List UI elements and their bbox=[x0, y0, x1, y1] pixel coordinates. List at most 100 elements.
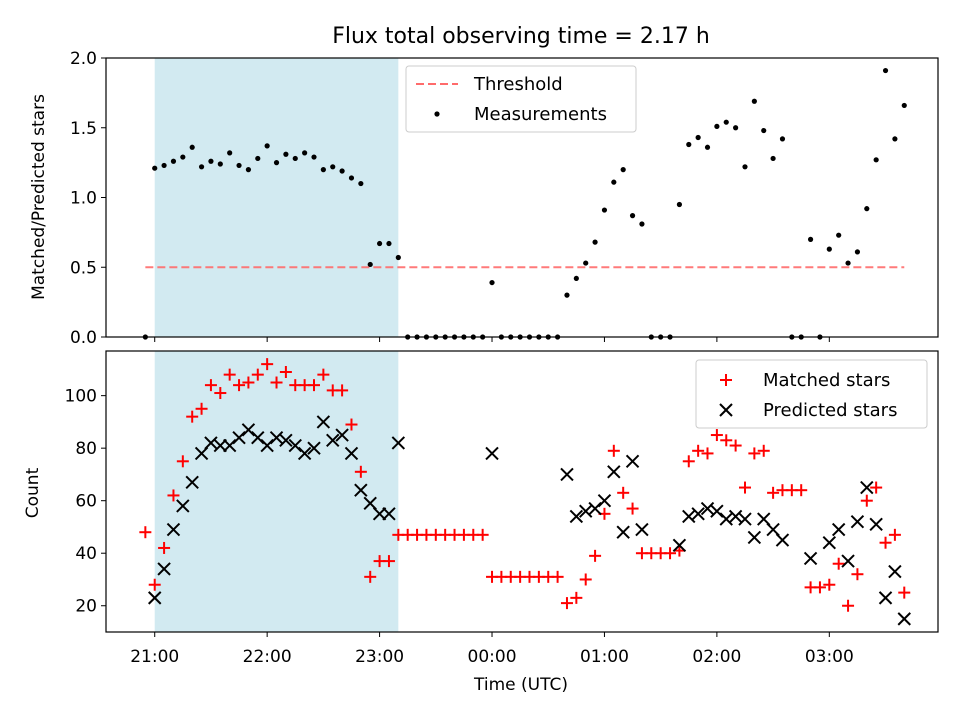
x-stroke bbox=[822, 536, 837, 550]
measurement-point bbox=[864, 206, 870, 212]
top-series-measurements bbox=[142, 67, 907, 340]
x-stroke bbox=[222, 438, 237, 453]
predicted-stars-point bbox=[232, 430, 246, 445]
x-stroke bbox=[288, 438, 302, 453]
predicted-stars-point bbox=[166, 522, 181, 537]
x-stroke bbox=[860, 480, 874, 495]
measurement-point bbox=[283, 151, 289, 157]
x-stroke bbox=[391, 436, 406, 450]
legend-matched-label: Matched stars bbox=[763, 370, 890, 391]
x-tick-label: 22:00 bbox=[243, 647, 292, 667]
matched-stars-point bbox=[729, 439, 742, 452]
x-stroke bbox=[297, 446, 312, 461]
x-stroke bbox=[897, 612, 911, 626]
measurement-point bbox=[386, 240, 392, 247]
matched-stars-point bbox=[589, 549, 602, 562]
x-stroke bbox=[335, 428, 349, 442]
measurement-point bbox=[826, 246, 832, 252]
x-stroke bbox=[775, 533, 790, 547]
measurement-point bbox=[208, 158, 214, 164]
measurement-point bbox=[180, 154, 186, 160]
predicted-stars-point bbox=[222, 438, 237, 453]
x-stroke bbox=[307, 441, 321, 455]
measurement-point bbox=[845, 260, 851, 266]
predicted-stars-point bbox=[354, 483, 368, 497]
measurement-point bbox=[376, 240, 383, 247]
matched-stars-point bbox=[860, 494, 873, 507]
bottom-series-matched-stars bbox=[139, 358, 911, 612]
x-stroke bbox=[260, 438, 274, 453]
bottom-series-predicted-stars bbox=[148, 415, 911, 626]
top-shaded-span bbox=[154, 58, 399, 337]
x-stroke bbox=[635, 522, 649, 537]
x-stroke bbox=[757, 512, 771, 526]
measurement-point bbox=[601, 207, 608, 213]
bottom-y-tick-label: 60 bbox=[75, 492, 97, 512]
matched-stars-point bbox=[626, 502, 639, 515]
x-stroke bbox=[869, 517, 883, 532]
matched-stars-point bbox=[757, 444, 770, 457]
matched-stars-point bbox=[870, 481, 883, 494]
predicted-stars-point bbox=[148, 591, 162, 605]
bottom-y-tick-label: 100 bbox=[65, 387, 97, 407]
x-stroke bbox=[831, 522, 846, 537]
top-panel: 0.0 0.5 1.0 1.5 2.0 bbox=[70, 49, 939, 348]
predicted-stars-point bbox=[485, 446, 499, 461]
measurement-point bbox=[320, 167, 326, 173]
measurement-point bbox=[611, 179, 617, 185]
predicted-stars-point bbox=[888, 564, 902, 579]
measurement-point bbox=[198, 164, 205, 170]
x-stroke bbox=[682, 509, 696, 524]
matched-stars-point bbox=[345, 418, 358, 431]
measurement-point bbox=[695, 134, 701, 141]
measurement-point bbox=[489, 279, 495, 286]
matched-stars-point bbox=[879, 536, 892, 549]
measurement-point bbox=[311, 154, 317, 160]
predicted-stars-point bbox=[251, 430, 265, 445]
predicted-stars-point bbox=[157, 562, 171, 576]
matched-stars-point bbox=[551, 570, 564, 583]
predicted-stars-point bbox=[691, 507, 705, 521]
measurement-point bbox=[161, 162, 167, 169]
matched-stars-point bbox=[214, 387, 227, 400]
matched-stars-point bbox=[692, 444, 705, 457]
matched-stars-point bbox=[682, 455, 695, 468]
legend-matched-swatch bbox=[720, 374, 732, 386]
x-stroke bbox=[485, 446, 499, 461]
predicted-stars-point bbox=[176, 499, 190, 513]
predicted-stars-point bbox=[241, 423, 256, 437]
matched-stars-point bbox=[270, 376, 283, 389]
top-y-axis-label: Matched/Predicted stars bbox=[29, 94, 49, 300]
measurement-point bbox=[227, 150, 233, 156]
predicted-stars-point bbox=[260, 438, 274, 453]
predicted-stars-point bbox=[607, 465, 621, 479]
x-tick-label: 21:00 bbox=[130, 647, 179, 667]
matched-stars-point bbox=[204, 379, 217, 392]
x-stroke bbox=[316, 415, 331, 429]
predicted-stars-point bbox=[860, 480, 874, 495]
x-stroke bbox=[625, 454, 640, 469]
x-stroke bbox=[597, 493, 612, 508]
matched-stars-point bbox=[233, 379, 246, 392]
legend-predicted-label: Predicted stars bbox=[763, 400, 897, 421]
predicted-stars-point bbox=[560, 467, 574, 482]
matched-stars-point bbox=[710, 429, 723, 442]
x-stroke bbox=[738, 512, 752, 526]
x-tick-label: 01:00 bbox=[580, 647, 629, 667]
predicted-stars-point bbox=[307, 441, 321, 455]
measurement-point bbox=[676, 201, 683, 208]
matched-stars-point bbox=[738, 481, 751, 494]
top-y-tick-label: 1.5 bbox=[70, 119, 97, 139]
top-y-tick-label: 0.5 bbox=[70, 258, 97, 278]
measurement-point bbox=[723, 119, 729, 125]
predicted-stars-point bbox=[878, 591, 893, 605]
predicted-stars-point bbox=[297, 446, 312, 461]
matched-stars-point bbox=[186, 410, 199, 423]
bottom-y-axis-label: Count bbox=[23, 467, 43, 518]
top-legend: Threshold Measurements bbox=[405, 65, 637, 133]
predicted-stars-point bbox=[588, 501, 602, 516]
x-stroke bbox=[766, 522, 780, 537]
measurement-point bbox=[236, 162, 242, 169]
matched-stars-point bbox=[579, 573, 592, 586]
predicted-stars-point bbox=[738, 512, 752, 526]
